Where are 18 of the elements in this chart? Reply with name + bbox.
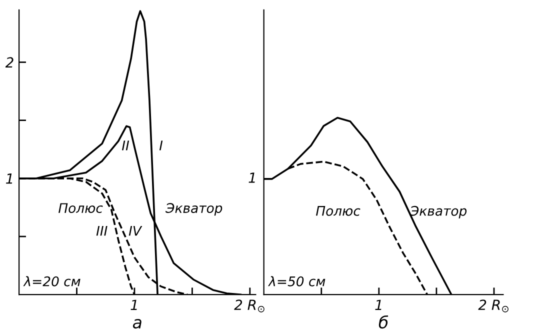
annotation: II bbox=[122, 140, 130, 150]
y-tick-label: 2 bbox=[5, 57, 14, 68]
x-axis-title: б bbox=[378, 315, 388, 329]
x-axis-title: а bbox=[132, 319, 142, 329]
annotation: I bbox=[159, 140, 163, 150]
annotation: 1 bbox=[248, 172, 255, 183]
annotation: λ=20 см bbox=[23, 276, 80, 286]
annotation: Полюс bbox=[58, 203, 103, 214]
annotation: Экватор bbox=[410, 206, 467, 218]
x-tick-label: 2 R$_{⊙}$ bbox=[478, 300, 508, 312]
annotation: IV bbox=[128, 226, 142, 236]
x-tick-label: 1 bbox=[375, 300, 382, 310]
x-tick-label: 1 bbox=[130, 300, 137, 310]
annotation: λ=50 см bbox=[268, 276, 326, 286]
annotation: Полюс bbox=[316, 206, 360, 216]
annotation: Экватор bbox=[165, 203, 222, 216]
x-tick-label: 2 R$_{⊙}$ bbox=[234, 300, 264, 312]
annotation: III bbox=[96, 226, 108, 236]
